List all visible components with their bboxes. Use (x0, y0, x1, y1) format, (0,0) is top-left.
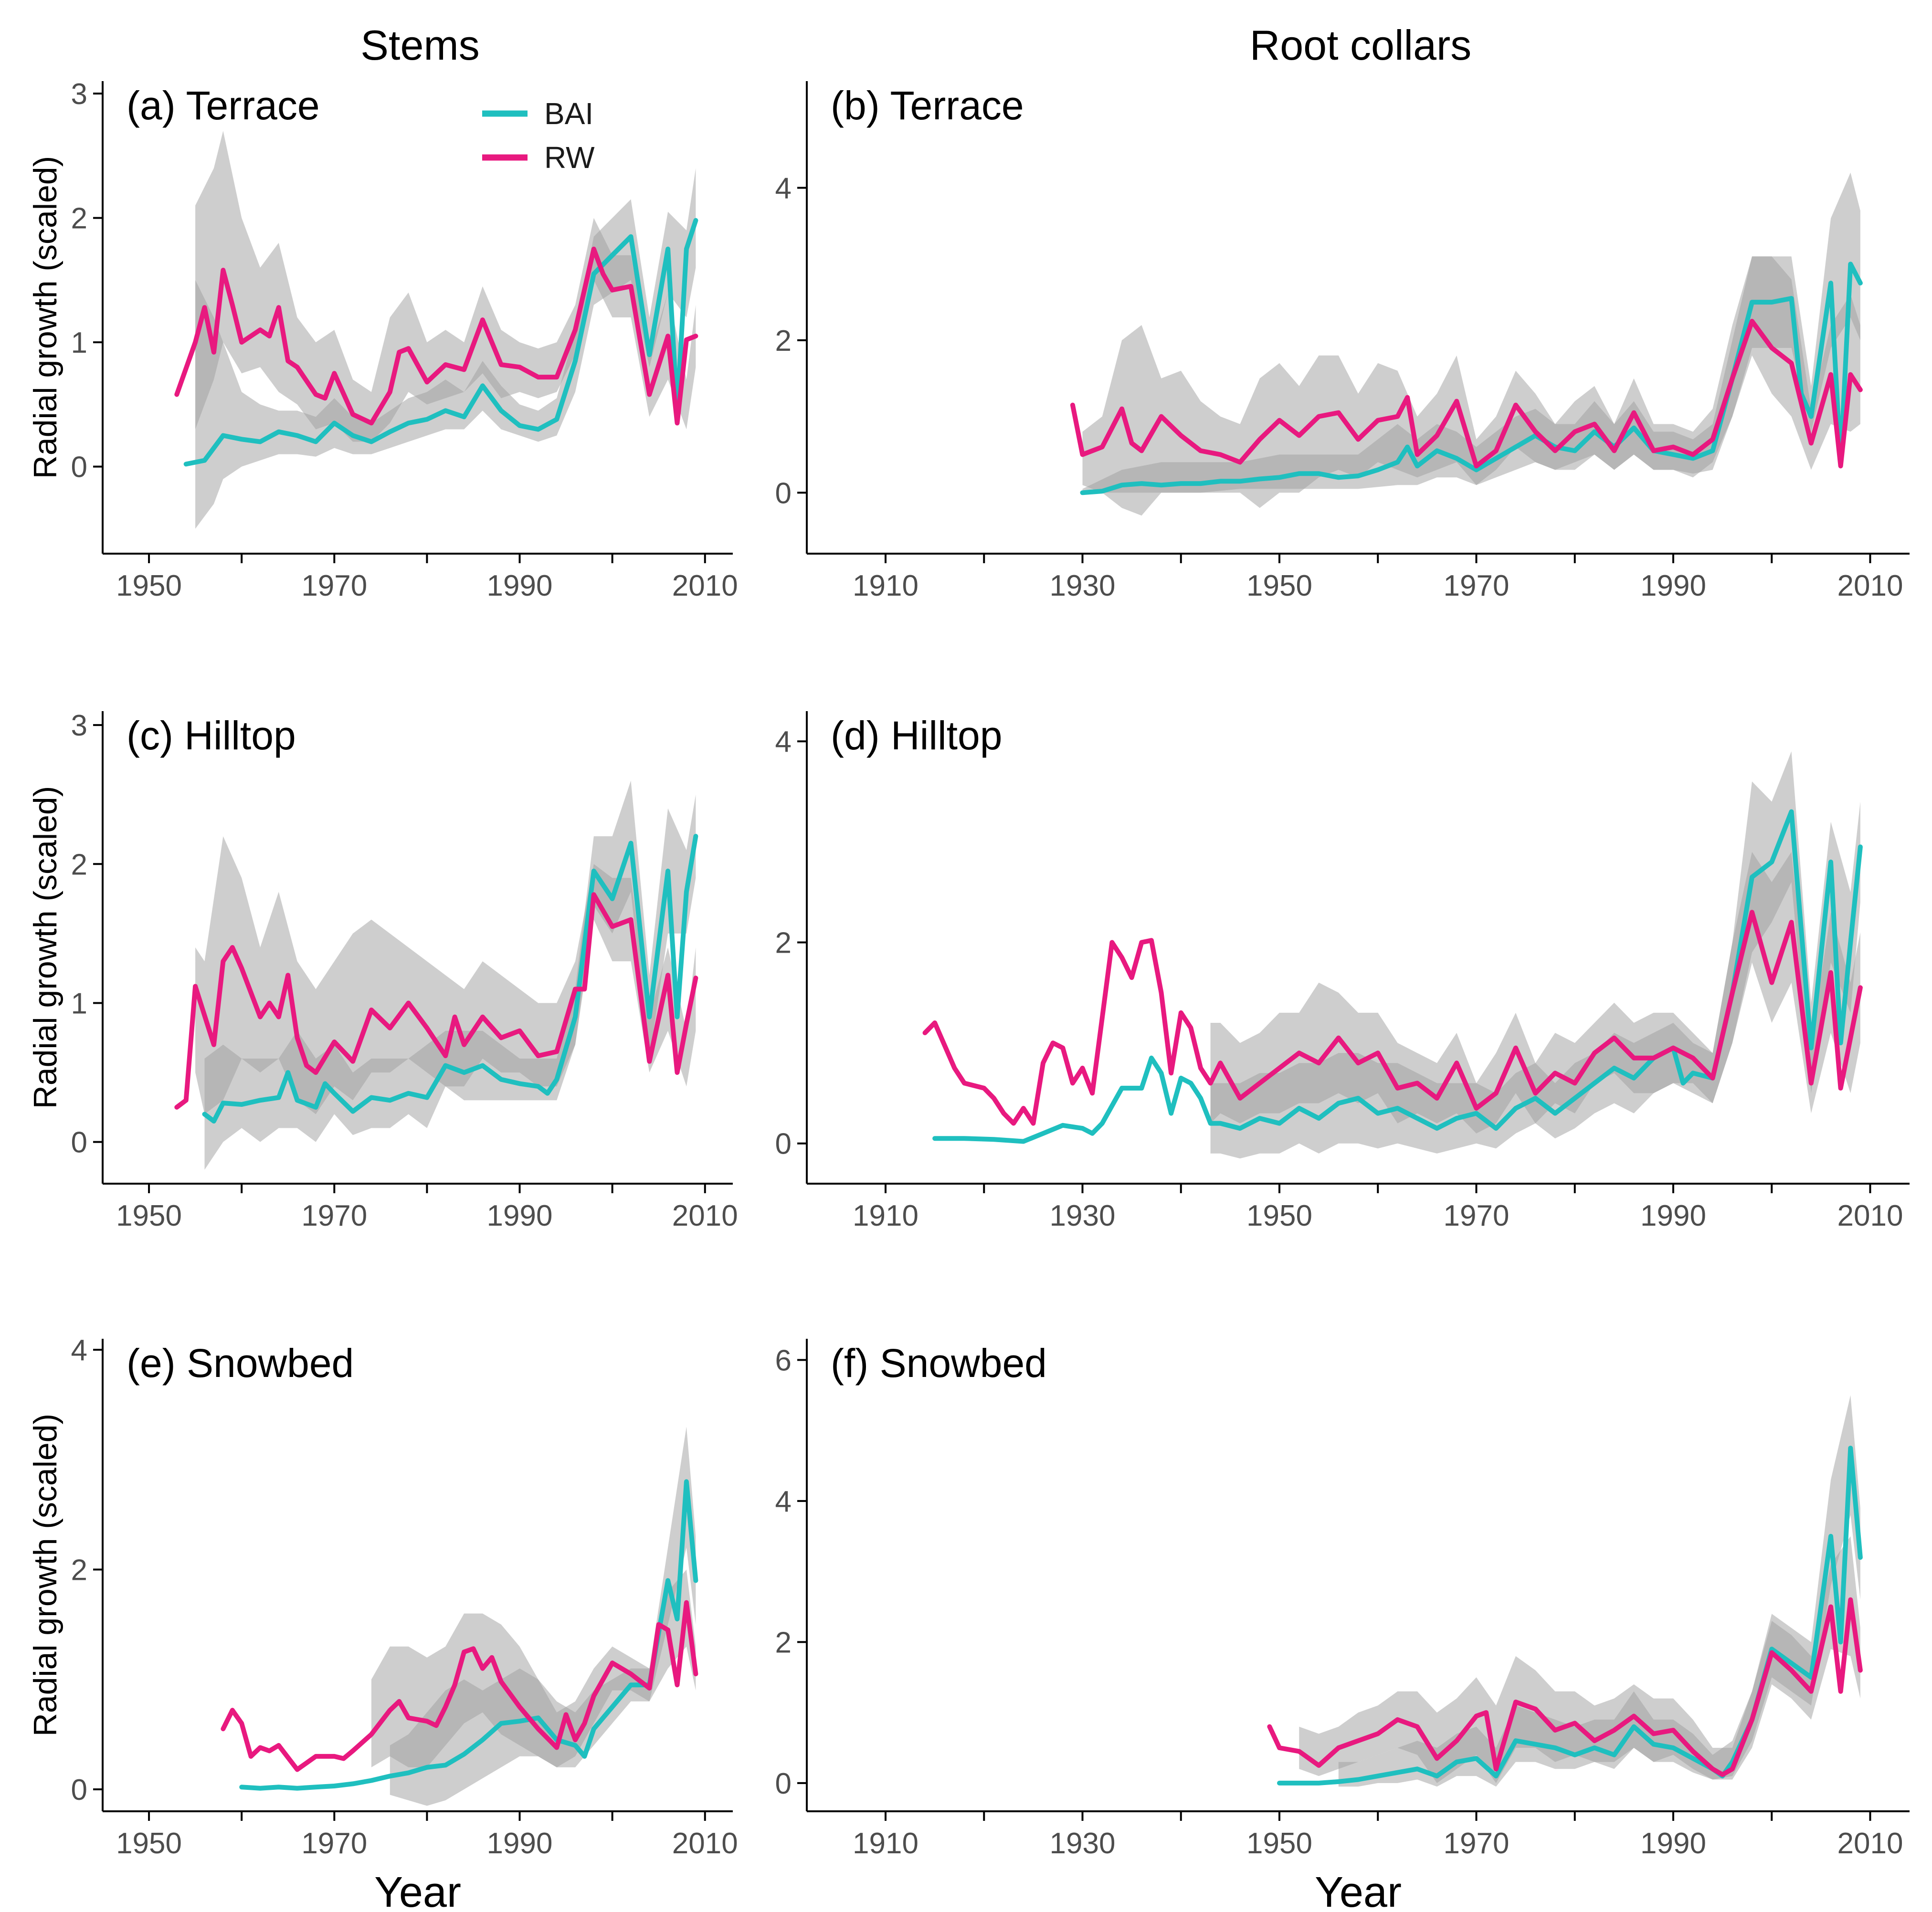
x-tick-label-e: 1990 (487, 1827, 553, 1860)
legend-label-bai: BAI (544, 96, 593, 131)
x-tick-label-b: 1990 (1640, 569, 1706, 602)
y-tick-label-e: 4 (71, 1334, 87, 1367)
y-axis-title-e: Radial growth (scaled) (27, 1414, 63, 1737)
panel-b: 1910 1930 1950 1970 1990 2010 0 2 4 (b) Terrace (775, 81, 1910, 602)
x-tick-label-d: 2010 (1837, 1199, 1903, 1232)
panel-e: 1950 1970 1990 2010 0 2 4 (e) Snowbed Radial gro… (27, 1334, 738, 1912)
x-tick-label-f: 1990 (1640, 1827, 1706, 1860)
series-line-rw-d (922, 910, 1863, 1126)
x-tick-label-c: 1970 (301, 1199, 367, 1232)
y-axis-title-a: Radial growth (scaled) (27, 156, 63, 479)
y-tick-label-a: 3 (71, 78, 87, 111)
y-tick-label-d: 4 (775, 725, 792, 758)
ribbon-rw-a (195, 131, 696, 442)
x-tick-label-b: 1910 (853, 569, 918, 602)
y-tick-label-e: 2 (71, 1554, 87, 1586)
series-line-rw-f (1267, 1597, 1863, 1777)
y-tick-label-a: 1 (71, 326, 87, 359)
x-tick-label-d: 1970 (1444, 1199, 1510, 1232)
series-line-bai-e (239, 1479, 698, 1791)
y-tick-label-f: 4 (775, 1485, 792, 1518)
panel-label-c: (c) Hilltop (127, 713, 296, 758)
panel-label-b: (b) Terrace (831, 83, 1024, 128)
x-tick-label-e: 2010 (672, 1827, 738, 1860)
series-line-rw-b (1070, 319, 1863, 469)
x-tick-label-d: 1950 (1246, 1199, 1312, 1232)
x-tick-label-a: 1990 (487, 569, 553, 602)
y-tick-label-c: 1 (71, 987, 87, 1020)
series-line-bai-a (183, 218, 698, 467)
y-tick-label-c: 3 (71, 709, 87, 742)
y-tick-label-c: 0 (71, 1126, 87, 1159)
y-tick-label-a: 0 (71, 451, 87, 484)
ribbon-bai-d (1210, 751, 1860, 1159)
x-axis-title-f: Year (1315, 1869, 1402, 1912)
y-axis-title-c: Radial growth (scaled) (27, 786, 63, 1109)
series-line-rw-a (174, 246, 698, 426)
panel-label-f: (f) Snowbed (831, 1341, 1047, 1386)
x-tick-label-d: 1910 (853, 1199, 918, 1232)
series-line-rw-c (174, 892, 698, 1110)
x-tick-label-f: 2010 (1837, 1827, 1903, 1860)
y-tick-label-b: 0 (775, 477, 792, 510)
x-tick-label-e: 1970 (301, 1827, 367, 1860)
x-tick-label-c: 2010 (672, 1199, 738, 1232)
x-tick-label-a: 2010 (672, 569, 738, 602)
x-tick-label-b: 1970 (1444, 569, 1510, 602)
series-line-rw-e (221, 1600, 698, 1772)
x-tick-label-f: 1950 (1246, 1827, 1312, 1860)
y-tick-label-e: 0 (71, 1774, 87, 1807)
ribbon-bai-e (390, 1427, 696, 1806)
x-axis-title-e: Year (374, 1869, 461, 1912)
legend-label-rw: RW (544, 140, 595, 175)
y-tick-label-f: 2 (775, 1626, 792, 1659)
y-tick-label-d: 0 (775, 1128, 792, 1161)
panel-a: 1950 1970 1990 2010 0 1 2 3 (a) Terrace Radial gr… (27, 78, 738, 602)
x-tick-label-f: 1970 (1444, 1827, 1510, 1860)
panel-label-d: (d) Hilltop (831, 713, 1002, 758)
x-tick-label-f: 1930 (1050, 1827, 1116, 1860)
panel-label-a: (a) Terrace (127, 83, 320, 128)
series-line-bai-f (1277, 1446, 1863, 1786)
x-tick-label-f: 1910 (853, 1827, 918, 1860)
x-tick-label-b: 1930 (1050, 569, 1116, 602)
x-tick-label-d: 1930 (1050, 1199, 1116, 1232)
panel-f: 1910 1930 1950 1970 1990 2010 0 2 4 6 (f) Snowbed Y… (775, 1339, 1910, 1912)
x-tick-label-a: 1950 (116, 569, 182, 602)
x-tick-label-b: 1950 (1246, 569, 1312, 602)
panel-c: 1950 1970 1990 2010 0 1 2 3 (c) Hilltop Radial gr… (27, 709, 738, 1232)
column-title-stems: Stems (360, 21, 479, 69)
y-tick-label-c: 2 (71, 848, 87, 881)
x-tick-label-b: 2010 (1837, 569, 1903, 602)
y-tick-label-f: 6 (775, 1344, 792, 1377)
y-tick-label-b: 4 (775, 172, 792, 205)
x-tick-label-d: 1990 (1640, 1199, 1706, 1232)
ribbon-bai-c (204, 780, 696, 1170)
x-tick-label-e: 1950 (116, 1827, 182, 1860)
panel-d: 1910 1930 1950 1970 1990 2010 0 2 4 (d) Hilltop (775, 711, 1910, 1232)
y-tick-label-d: 2 (775, 926, 792, 959)
ribbon-rw-f (1299, 1536, 1860, 1783)
y-tick-label-a: 2 (71, 202, 87, 235)
series-line-bai-b (1080, 262, 1863, 495)
y-tick-label-f: 0 (775, 1767, 792, 1800)
series-line-bai-c (202, 834, 698, 1124)
x-tick-label-c: 1950 (116, 1199, 182, 1232)
y-tick-label-b: 2 (775, 325, 792, 357)
panel-label-e: (e) Snowbed (127, 1341, 354, 1386)
legend: BAI RW (482, 96, 595, 175)
x-tick-label-a: 1970 (301, 569, 367, 602)
column-title-root-collars: Root collars (1250, 21, 1472, 69)
x-tick-label-c: 1990 (487, 1199, 553, 1232)
